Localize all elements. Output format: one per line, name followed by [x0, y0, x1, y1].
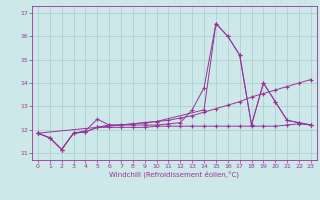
X-axis label: Windchill (Refroidissement éolien,°C): Windchill (Refroidissement éolien,°C) [109, 171, 239, 178]
